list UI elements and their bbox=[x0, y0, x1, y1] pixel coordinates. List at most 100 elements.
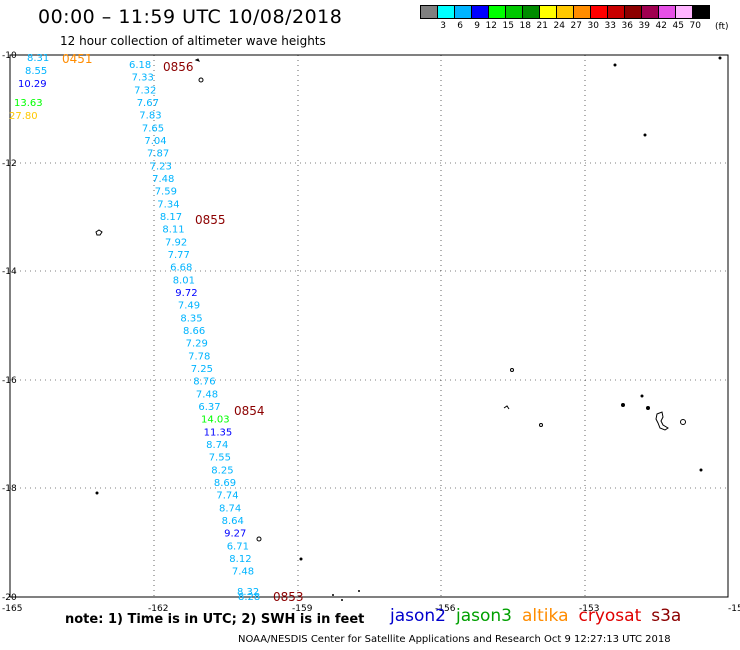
island-outline bbox=[613, 63, 617, 67]
longitude-tick-label: -150 bbox=[728, 604, 740, 614]
latitude-tick-label: -10 bbox=[2, 51, 17, 61]
map-grid bbox=[10, 55, 728, 597]
color-legend-label: 18 bbox=[519, 21, 531, 31]
wave-height-label: 7.78 bbox=[188, 351, 210, 362]
color-legend-labels: 3 6 9 12 15 18 21 24 27 30 33 36 39 42 45 70 bbox=[429, 19, 709, 31]
pass-time-label: 0451 bbox=[62, 52, 93, 66]
pass-time-label: 0854 bbox=[234, 404, 265, 418]
color-legend-label: 6 bbox=[457, 21, 463, 31]
satellite-legend-jason3: jason3 bbox=[456, 606, 512, 626]
wave-height-label: 7.25 bbox=[191, 364, 213, 375]
latitude-tick-label: -18 bbox=[2, 484, 17, 494]
credit-line: NOAA/NESDIS Center for Satellite Applica… bbox=[238, 634, 671, 645]
wave-height-label: 7.83 bbox=[139, 111, 161, 122]
wave-height-label: 8.55 bbox=[25, 66, 47, 77]
island-outline bbox=[718, 56, 722, 60]
pass-time-label: 0853 bbox=[273, 590, 304, 604]
wave-height-label: 8.35 bbox=[180, 313, 202, 324]
color-legend-label: 9 bbox=[474, 21, 480, 31]
color-legend-label: 45 bbox=[672, 21, 684, 31]
island-outline bbox=[680, 419, 686, 425]
satellite-legend-jason2: jason2 bbox=[390, 606, 446, 626]
color-legend-label: 21 bbox=[536, 21, 548, 31]
island-outline bbox=[256, 536, 262, 542]
color-legend-label: 30 bbox=[587, 21, 599, 31]
latitude-tick-label: -16 bbox=[2, 376, 17, 386]
footer-note: note: 1) Time is in UTC; 2) SWH is in fe… bbox=[65, 612, 365, 627]
longitude-tick-label: -159 bbox=[292, 604, 313, 614]
island-outlines bbox=[95, 56, 722, 601]
wave-height-label: 8.74 bbox=[206, 440, 228, 451]
wave-height-label: 7.29 bbox=[186, 339, 208, 350]
wave-height-label: 7.77 bbox=[168, 250, 190, 261]
color-legend-label: 36 bbox=[621, 21, 633, 31]
wave-height-label: 8.12 bbox=[229, 554, 251, 565]
color-legend-units: (ft) bbox=[715, 22, 729, 32]
pass-time-label: 0856 bbox=[163, 60, 194, 74]
wave-height-label: 7.74 bbox=[216, 491, 238, 502]
island-outline bbox=[510, 368, 514, 372]
color-legend-label: 33 bbox=[604, 21, 616, 31]
wave-height-label: 8.32 bbox=[237, 587, 259, 598]
wave-height-label: 8.74 bbox=[219, 503, 241, 514]
wave-height-label: 7.34 bbox=[157, 199, 179, 210]
wave-height-label: 7.92 bbox=[165, 237, 187, 248]
wave-track-main: 6.18 7.337.32 7.67 7.837.65 7.04 7.877.23 7.48… bbox=[129, 60, 260, 603]
color-legend-label: 42 bbox=[655, 21, 667, 31]
wave-height-label: 11.35 bbox=[204, 427, 233, 438]
longitude-tick-label: -153 bbox=[579, 604, 599, 614]
color-legend: 3 6 9 12 15 18 21 24 27 30 33 36 39 42 45 70 bbox=[420, 5, 710, 31]
island-outline bbox=[640, 394, 644, 398]
color-legend-label: 27 bbox=[570, 21, 582, 31]
wave-height-label: 6.37 bbox=[198, 402, 220, 413]
satellite-legend-altika: altika bbox=[522, 606, 569, 626]
color-legend-label: 70 bbox=[689, 21, 701, 31]
island-outline bbox=[194, 58, 200, 62]
island-outline bbox=[621, 403, 625, 407]
wave-height-label: 7.65 bbox=[142, 123, 164, 134]
wave-height-label: 7.48 bbox=[152, 174, 174, 185]
wave-height-label: 7.55 bbox=[209, 453, 231, 464]
wave-height-label: 8.64 bbox=[222, 516, 244, 527]
color-swatch bbox=[692, 5, 710, 19]
island-outline bbox=[358, 590, 360, 592]
wave-height-label: 8.01 bbox=[173, 275, 195, 286]
wave-height-label: 8.28 bbox=[238, 592, 260, 603]
wave-height-label: 7.48 bbox=[196, 389, 218, 400]
island-outline bbox=[198, 77, 204, 83]
map-title: 00:00 – 11:59 UTC 10/08/2018 bbox=[38, 6, 343, 28]
island-outline bbox=[95, 491, 99, 495]
island-outline bbox=[332, 594, 334, 596]
wave-height-label: 14.03 bbox=[201, 415, 230, 426]
latitude-labels: -10 -12 -14 -16 -18 -20 bbox=[2, 51, 17, 603]
wave-height-label: 8.76 bbox=[193, 377, 215, 388]
color-legend-label: 39 bbox=[638, 21, 650, 31]
satellite-legend-cryosat: cryosat bbox=[578, 606, 642, 626]
pass-time-labels: 0451 0856 0855 0854 0853 bbox=[62, 52, 304, 604]
color-legend-swatches bbox=[420, 5, 710, 19]
wave-height-label: 7.23 bbox=[150, 161, 172, 172]
wave-height-label: 8.31 bbox=[27, 53, 49, 64]
longitude-labels: -165 -162 -159 -156 -153 -150 bbox=[2, 604, 740, 614]
wave-height-label: 7.32 bbox=[134, 85, 156, 96]
longitude-tick-label: -156 bbox=[435, 604, 456, 614]
pass-time-label: 0855 bbox=[195, 213, 226, 227]
map-frame bbox=[9, 54, 729, 598]
island-outline bbox=[299, 557, 303, 561]
island-outline bbox=[539, 423, 543, 427]
satellite-legend: jason2 jason3 altika cryosat s3a bbox=[390, 606, 691, 626]
longitude-tick-label: -165 bbox=[2, 604, 22, 614]
island-outline bbox=[699, 468, 703, 472]
color-legend-label: 3 bbox=[440, 21, 446, 31]
wave-height-label: 8.69 bbox=[214, 478, 236, 489]
wave-height-label: 7.59 bbox=[155, 187, 177, 198]
satellite-legend-s3a: s3a bbox=[651, 606, 682, 626]
wave-height-label: 7.67 bbox=[137, 98, 159, 109]
wave-height-label: 7.33 bbox=[132, 73, 154, 84]
latitude-tick-label: -20 bbox=[2, 593, 17, 603]
map-subtitle: 12 hour collection of altimeter wave hei… bbox=[60, 34, 326, 48]
wave-height-label: 8.17 bbox=[160, 212, 182, 223]
wave-height-label: 27.80 bbox=[9, 111, 38, 122]
color-legend-label: 15 bbox=[502, 21, 514, 31]
island-outline bbox=[341, 599, 343, 601]
